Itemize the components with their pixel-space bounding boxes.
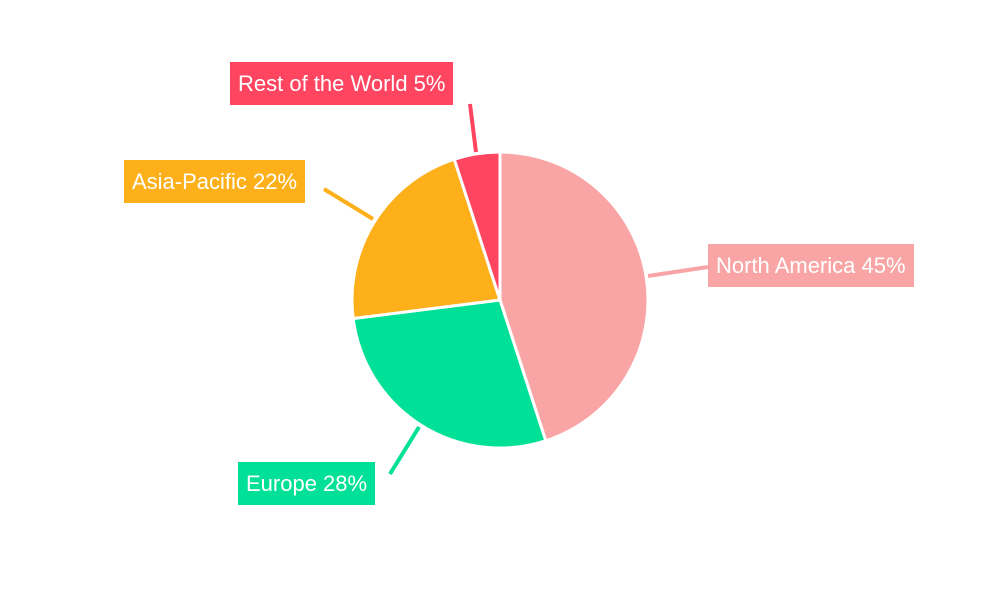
data-label: Europe 28%	[238, 462, 376, 505]
leader-line	[322, 187, 375, 221]
pie-slice-north-america[interactable]	[498, 150, 650, 443]
leader-line	[468, 103, 478, 153]
pie-slice-rest-of-the-world[interactable]	[452, 150, 502, 301]
pie-slice-europe[interactable]	[351, 298, 548, 450]
data-label: North America 45%	[708, 244, 914, 287]
leader-line	[647, 265, 709, 278]
leader-line	[388, 425, 421, 476]
pie-slice-asia-pacific[interactable]	[350, 157, 502, 321]
data-label: Rest of the World 5%	[230, 62, 454, 105]
data-label: Asia-Pacific 22%	[124, 160, 306, 203]
